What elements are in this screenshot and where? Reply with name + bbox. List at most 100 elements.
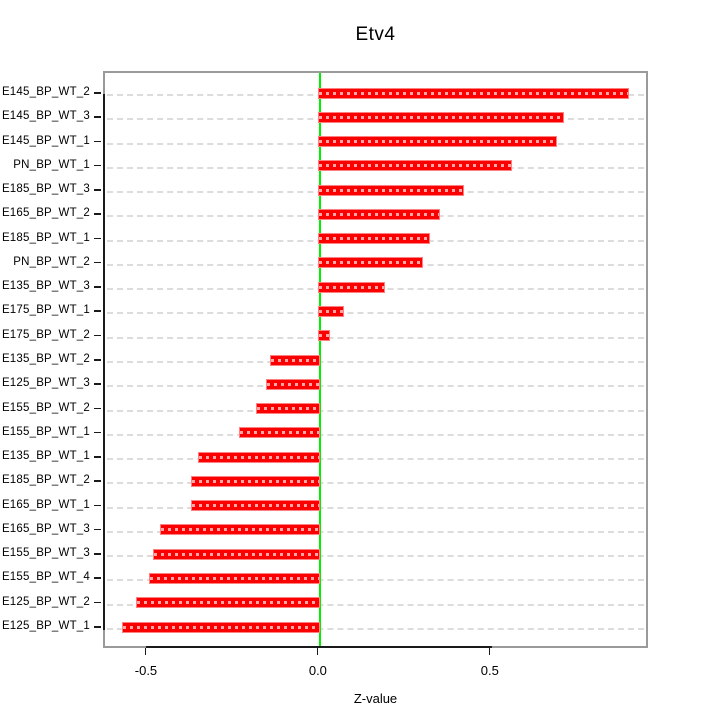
bar [317, 87, 630, 99]
y-axis-tick [94, 577, 101, 579]
gridline [107, 312, 644, 315]
y-axis-tick [94, 528, 101, 531]
zero-reference-line [318, 73, 321, 646]
y-axis-tick [94, 407, 101, 410]
y-tick-label: E145_BP_WT_2 [1, 86, 90, 98]
y-axis-tick [94, 359, 101, 361]
y-tick-label: E135_BP_WT_3 [1, 280, 90, 293]
bar-dash-pattern [150, 576, 319, 580]
bar [256, 403, 320, 415]
gridline [107, 433, 644, 436]
gridline [107, 336, 644, 339]
bar [266, 378, 320, 390]
bar-dash-pattern [318, 261, 423, 265]
y-axis-tick [94, 626, 101, 628]
gridline [107, 458, 644, 461]
y-axis-tick [94, 310, 101, 312]
bar-dash-pattern [318, 115, 564, 119]
bar [238, 427, 320, 439]
chart-title: Etv4 [355, 24, 396, 45]
bar-dash-pattern [198, 455, 319, 459]
y-axis-tick [94, 286, 101, 288]
y-tick-label: E165_BP_WT_2 [1, 207, 90, 220]
bar [317, 111, 565, 123]
x-axis-tick [316, 648, 319, 655]
y-tick-label: E125_BP_WT_2 [1, 595, 90, 608]
bar [317, 330, 331, 342]
x-tick-label: 0.0 [308, 663, 327, 678]
y-tick-label: PN_BP_WT_1 [13, 158, 90, 171]
gridline [107, 603, 644, 606]
bar [135, 597, 320, 609]
x-axis-tick [144, 648, 147, 655]
gridline [107, 530, 644, 533]
y-tick-label: E155_BP_WT_4 [1, 571, 90, 584]
gridline [107, 506, 644, 509]
y-axis-tick [94, 261, 101, 264]
x-axis-title: Z-value [353, 691, 398, 706]
bar [317, 136, 558, 148]
gridline [107, 361, 644, 363]
bar-dash-pattern [257, 407, 319, 411]
bar-dash-pattern [153, 552, 319, 556]
gridline [107, 385, 644, 388]
bar-dash-pattern [318, 237, 429, 241]
y-tick-label: E185_BP_WT_3 [1, 183, 90, 196]
x-tick-label: 0.5 [480, 663, 499, 678]
gridline [107, 409, 644, 412]
bar [269, 354, 320, 366]
y-axis-tick [94, 140, 101, 143]
bar-dash-pattern [318, 285, 385, 289]
bar [317, 160, 513, 172]
x-axis-line [145, 646, 492, 648]
y-tick-label: E185_BP_WT_2 [1, 474, 90, 487]
bar-dash-pattern [318, 188, 464, 192]
bar [190, 475, 320, 487]
y-tick-label: E165_BP_WT_1 [1, 498, 90, 511]
y-tick-label: E175_BP_WT_2 [1, 328, 90, 341]
y-axis-tick [94, 116, 101, 118]
y-tick-label: E165_BP_WT_3 [1, 522, 90, 535]
bar [317, 305, 344, 317]
bar-dash-pattern [318, 140, 557, 144]
y-tick-label: E175_BP_WT_1 [1, 304, 90, 317]
y-tick-label: E155_BP_WT_2 [1, 401, 90, 414]
y-tick-label: E145_BP_WT_1 [1, 134, 90, 147]
x-tick-label: -0.5 [134, 663, 158, 678]
y-axis-tick [94, 431, 101, 434]
bar-dash-pattern [191, 479, 319, 483]
y-tick-label: E185_BP_WT_1 [1, 231, 90, 244]
y-tick-label: PN_BP_WT_2 [13, 255, 90, 268]
y-tick-label: E135_BP_WT_1 [1, 450, 90, 463]
bar [152, 548, 320, 560]
y-axis-tick [94, 601, 101, 604]
bar-dash-pattern [318, 91, 629, 95]
y-axis-tick [94, 456, 101, 458]
bar-dash-pattern [318, 212, 440, 216]
y-axis-tick [94, 480, 101, 482]
y-axis-tick [94, 383, 101, 385]
bar [190, 500, 320, 512]
y-axis-tick [94, 213, 101, 215]
gridline [107, 628, 644, 630]
bar [317, 184, 465, 196]
bar [197, 451, 320, 463]
bar-dash-pattern [239, 431, 319, 435]
y-axis-tick [94, 189, 101, 191]
bar-dash-pattern [318, 164, 512, 168]
y-tick-label: E155_BP_WT_1 [1, 425, 90, 438]
bar-dash-pattern [318, 334, 330, 338]
y-tick-label: E145_BP_WT_3 [1, 110, 90, 123]
bar [149, 572, 320, 584]
y-axis-tick [94, 553, 101, 555]
bar-dash-pattern [160, 528, 319, 532]
gridline [107, 579, 644, 582]
plot-area [103, 71, 648, 648]
bar [121, 621, 320, 633]
y-axis-tick [94, 237, 101, 240]
x-axis-tick [488, 648, 491, 655]
y-tick-label: E135_BP_WT_2 [1, 353, 90, 365]
gridline [107, 482, 644, 485]
bar [317, 233, 430, 245]
y-axis-tick [94, 334, 101, 337]
